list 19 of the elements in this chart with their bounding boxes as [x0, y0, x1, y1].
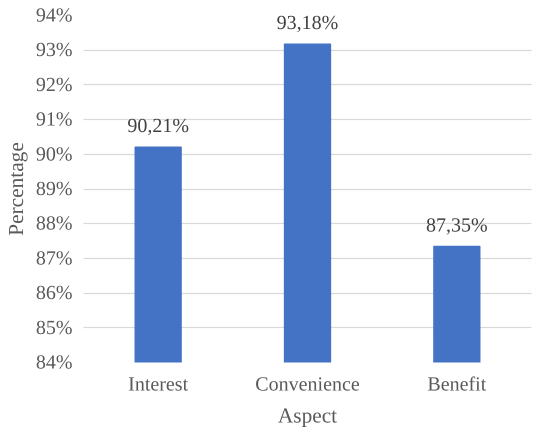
data-label: 87,35% [426, 214, 488, 236]
data-label: 93,18% [276, 12, 338, 34]
x-axis-title: Aspect [278, 404, 338, 428]
y-tick-label: 87% [36, 247, 73, 270]
y-tick-label: 93% [36, 39, 73, 62]
x-tick-label: Convenience [255, 374, 360, 396]
y-tick-label: 88% [36, 212, 73, 235]
x-tick-label: Interest [128, 374, 189, 396]
x-tick-label: Benefit [427, 374, 487, 396]
y-tick-label: 84% [36, 352, 73, 374]
y-tick-label: 89% [36, 178, 73, 200]
y-tick-label: 86% [36, 282, 73, 304]
y-tick-label: 91% [36, 108, 73, 131]
y-tick-label: 90% [36, 143, 73, 166]
data-label: 90,21% [127, 115, 190, 138]
y-tick-label: 94% [36, 4, 73, 26]
y-axis-title: Percentage [4, 142, 28, 236]
y-tick-label: 85% [36, 316, 73, 339]
y-tick-label: 92% [36, 74, 73, 96]
